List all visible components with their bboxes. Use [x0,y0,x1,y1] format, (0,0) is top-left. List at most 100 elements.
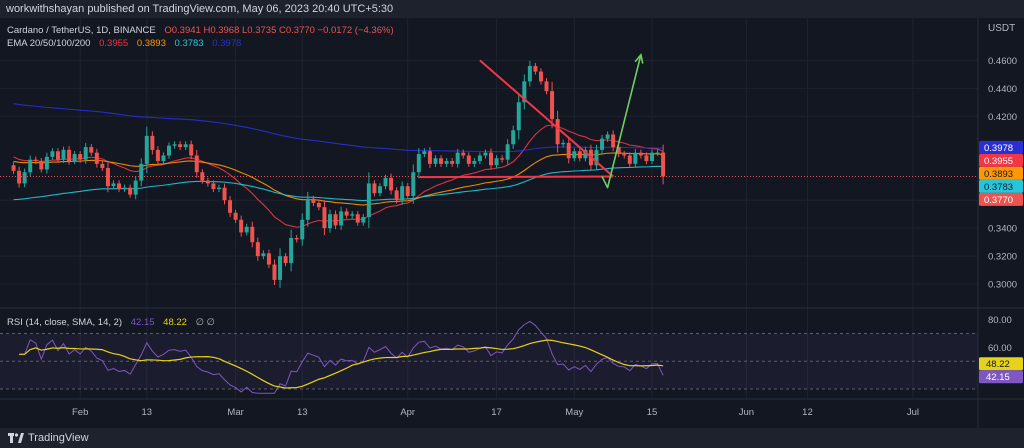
candle-body [422,151,427,155]
price-axis-tag [979,166,1023,180]
candle-body [50,151,55,157]
candle-body [477,155,482,162]
candle-body [216,187,221,190]
candle-body [433,158,438,164]
time-tick-label: Apr [400,407,415,418]
time-tick-label: 12 [802,407,813,418]
legend-rsi-value: 42.15 [131,317,155,328]
candle-body [489,152,493,166]
price-axis-tag-label: 0.3783 [984,182,1013,193]
candle-body [650,152,654,162]
candle-body [17,170,22,184]
price-axis-tag-label: 0.3978 [984,143,1013,154]
ema50-line [13,152,664,206]
candle-body [372,183,377,194]
candle-body [633,152,638,164]
time-tick-label: Feb [72,407,88,418]
candle-body [316,203,321,208]
candle-body [55,151,60,160]
candle-body [328,214,332,229]
candle-body [611,134,616,148]
candle-body [228,200,233,213]
rsi-tick-label: 80.00 [988,315,1012,326]
legend-ema100-value: 0.3783 [175,38,204,49]
candle-body [200,172,205,181]
ema200-line [13,103,664,153]
rsi-axis-tag [979,357,1023,371]
candle-body [178,144,183,148]
candle-body [261,253,266,257]
candle-body [172,144,177,146]
price-tick-label: 0.3000 [988,280,1017,291]
price-tick-label: 0.3400 [988,224,1017,235]
candle-body [78,154,83,160]
rsi-lines [19,320,664,394]
candle-body [350,214,355,216]
candle-body [605,134,610,139]
candle-body [494,158,499,166]
rsi-line [19,320,664,394]
candle-body [439,158,444,164]
candle-body [566,142,571,159]
candle-body [278,256,283,280]
candle-body [505,144,510,160]
candle-body [389,177,394,191]
candle-body [272,264,277,280]
candle-body [222,187,227,201]
legend-rsi-label: RSI (14, close, SMA, 14, 2) [7,317,122,328]
candle-body [28,159,33,173]
candle-body [211,183,216,190]
candle-body [205,180,210,184]
candle-body [561,142,566,145]
candle-body [655,152,660,154]
ema100-line [13,165,664,202]
legend-rsi-sma-value: 48.22 [163,317,187,328]
drawings [0,52,978,189]
price-tick-label: 0.4600 [988,56,1017,67]
candle-body [150,135,155,150]
rsi-axis-tag-label: 48.22 [986,359,1010,370]
candle-body [472,161,477,164]
candle-body [89,147,94,153]
candle-body [194,155,199,173]
price-axis-labels: 0.3978 0.3955 0.3893 0.3783 0.3770 48.22 42.15 [979,140,1023,384]
footer-bar: TradingView [0,428,1024,448]
time-tick-label: 13 [297,407,308,418]
candle-body [283,256,288,264]
candle-body [538,71,543,82]
candle-body [616,147,621,155]
candle-body [361,216,366,223]
candle-body [344,211,349,216]
time-axis: Feb 13 Mar 13 Apr 17 May 15 Jun 12 Jul [72,407,919,418]
price-axis-tag [979,153,1023,167]
candle-body [300,219,305,240]
candle-body [522,81,527,103]
publish-header: workwithshayan published on TradingView.… [0,0,1024,18]
candle-body [461,152,466,156]
candle-body [33,159,38,162]
grid [0,18,978,399]
candle-body [72,154,77,162]
candle-body [355,214,360,223]
legend-ema20-value: 0.3955 [99,38,128,49]
price-tick-label: 0.4400 [988,84,1017,95]
rsi-axis-tag-label: 42.15 [986,372,1010,383]
legend-rsi: RSI (14, close, SMA, 14, 2) 42.15 48.22 … [7,317,215,328]
candle-body [500,158,505,160]
time-tick-label: 17 [491,407,502,418]
candle-body [383,177,388,187]
candle-body [128,187,133,195]
legend-rsi-trailing: ∅ ∅ [196,317,215,328]
rsi-axis-tag [979,370,1023,384]
candle-body [450,161,455,164]
time-tick-label: Jul [907,407,919,418]
candle-body [133,180,138,195]
candle-body [255,242,260,257]
candle-body [577,151,582,159]
price-tick-label: 0.4200 [988,112,1017,123]
candle-body [366,183,371,217]
candle-body [139,163,144,181]
price-chart[interactable]: USDT 0.46000.44000.42000.36000.34000.320… [0,18,1024,428]
candle-body [455,152,460,164]
candle-body [100,163,105,169]
